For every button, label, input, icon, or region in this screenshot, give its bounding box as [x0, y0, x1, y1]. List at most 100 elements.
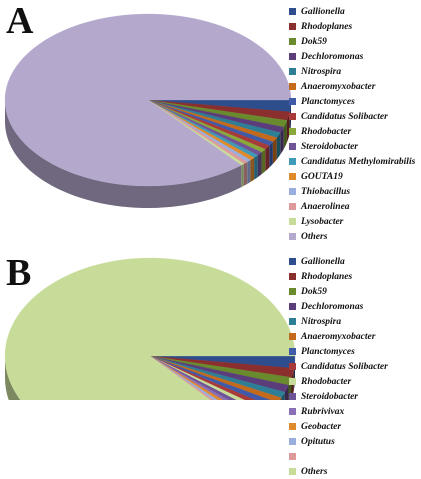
legend-item: Rubrivivax: [289, 404, 388, 419]
panel-label-a: A: [6, 0, 34, 42]
pie-chart-b: [4, 257, 296, 400]
legend-item: Lysobacter: [289, 214, 415, 229]
legend-label: Others: [301, 231, 328, 242]
pie-slice-side-0-3: [280, 127, 284, 155]
legend-label: Dechloromonas: [301, 51, 364, 62]
pie-slice-side-0-1: [286, 111, 290, 143]
legend-label: Others: [301, 466, 328, 477]
legend-label: Rubrivivax: [301, 406, 345, 417]
legend-swatch: [289, 53, 296, 60]
legend-swatch: [289, 453, 296, 460]
legend-item: Planctomyces: [289, 344, 388, 359]
legend-swatch: [289, 188, 296, 195]
panel-a: A Gallionella Rhodoplanes Dok59 Dechloromon…: [4, 0, 415, 244]
legend-item: Rhodobacter: [289, 124, 415, 139]
pie-slice-side-0-6: [269, 141, 273, 168]
pie-slice-side-0-9: [257, 152, 262, 178]
legend-label: GOUTA19: [301, 171, 343, 182]
legend-a: Gallionella Rhodoplanes Dok59 Dechloromonas…: [289, 4, 415, 244]
pie-side-group: [5, 100, 291, 208]
legend-swatch: [289, 468, 296, 475]
legend-item: Dok59: [289, 34, 415, 49]
legend-label: Candidatus Methylomirabilis: [301, 156, 416, 167]
legend-item: Rhodobacter: [289, 374, 388, 389]
pie-slice-side-1-14: [5, 356, 21, 400]
pie-slice-side-0-5: [272, 137, 277, 164]
legend-item: Rhodoplanes: [289, 269, 388, 284]
pie-slice-side-1-3: [284, 385, 289, 400]
legend-item: Nitrospira: [289, 314, 388, 329]
legend-item: Rhodoplanes: [289, 19, 415, 34]
legend-swatch: [289, 393, 296, 400]
panel-label-b: B: [6, 252, 32, 294]
legend-swatch: [289, 128, 296, 135]
legend-label: Rhodobacter: [301, 126, 352, 137]
legend-swatch: [289, 438, 296, 445]
legend-label: Dok59: [301, 36, 327, 47]
legend-label: Opitutus: [301, 436, 335, 447]
legend-label: Lysobacter: [301, 216, 344, 227]
pie-slice-side-0-2: [283, 120, 287, 150]
legend-swatch: [289, 68, 296, 75]
pie-slice-side-0-12: [247, 160, 251, 184]
legend-swatch: [289, 333, 296, 340]
pie-slice-side-0-8: [261, 149, 266, 175]
pie-slice-side-0-14: [241, 163, 244, 188]
legend-item: Planctomyces: [289, 94, 415, 109]
legend-swatch: [289, 158, 296, 165]
legend-item: Steroidobacter: [289, 389, 388, 404]
legend-swatch: [289, 203, 296, 210]
pie-slice-side-1-4: [281, 392, 285, 400]
legend-label: Candidatus Solibacter: [301, 361, 388, 372]
legend-item: Anaerolinea: [289, 199, 415, 214]
pie-slice-1-13: [149, 355, 214, 400]
legend-swatch: [289, 303, 296, 310]
legend-label: Steroidobacter: [301, 391, 358, 402]
legend-label: Steroidobacter: [301, 141, 358, 152]
legend-swatch: [289, 143, 296, 150]
legend-item: Gallionella: [289, 4, 415, 19]
legend-item: Dok59: [289, 284, 388, 299]
legend-item: Steroidobacter: [289, 139, 415, 154]
pie-slice-side-1-5: [279, 397, 282, 400]
legend-label: Anaeromyxobacter: [301, 81, 376, 92]
legend-label: Dok59: [301, 286, 327, 297]
legend-item: Geobacter: [289, 419, 388, 434]
legend-item: Dechloromonas: [289, 49, 415, 64]
legend-label: Geobacter: [301, 421, 342, 432]
pie-chart-a: [4, 13, 292, 208]
legend-swatch: [289, 83, 296, 90]
legend-label: Rhodoplanes: [301, 21, 353, 32]
legend-label: Gallionella: [301, 256, 345, 267]
legend-b: Gallionella Rhodoplanes Dok59 Dechloromonas…: [289, 254, 388, 479]
pie-top-group: [4, 13, 292, 187]
legend-swatch: [289, 23, 296, 30]
legend-swatch: [289, 113, 296, 120]
pie-slice-0-15: [4, 13, 292, 187]
legend-label: Planctomyces: [301, 346, 355, 357]
legend-item: Gallionella: [289, 254, 388, 269]
legend-swatch: [289, 378, 296, 385]
pie-slice-1-14: [4, 257, 296, 400]
legend-item: GOUTA19: [289, 169, 415, 184]
legend-label: Gallionella: [301, 6, 345, 17]
pie-slice-side-0-10: [254, 155, 258, 180]
legend-item: Anaeromyxobacter: [289, 79, 415, 94]
legend-item: Dechloromonas: [289, 299, 388, 314]
legend-item: Opitutus: [289, 434, 388, 449]
legend-swatch: [289, 218, 296, 225]
legend-swatch: [289, 318, 296, 325]
legend-swatch: [289, 258, 296, 265]
panel-b: B Gallionella Rhodoplanes Dok59 Dechloromon…: [0, 250, 421, 477]
legend-item: Candidatus Solibacter: [289, 109, 415, 124]
pie-slice-side-0-13: [243, 161, 248, 186]
legend-swatch: [289, 423, 296, 430]
legend-swatch: [289, 348, 296, 355]
legend-swatch: [289, 408, 296, 415]
legend-swatch: [289, 98, 296, 105]
pie-slice-side-0-7: [265, 145, 270, 172]
legend-item: Others: [289, 464, 388, 479]
legend-item: Others: [289, 229, 415, 244]
legend-swatch: [289, 38, 296, 45]
legend-swatch: [289, 288, 296, 295]
